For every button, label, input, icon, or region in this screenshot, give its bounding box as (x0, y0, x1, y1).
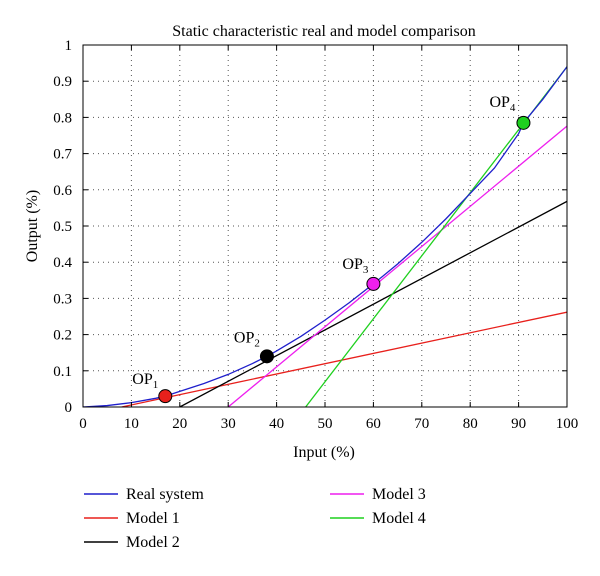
x-tick-label: 90 (511, 416, 526, 432)
y-tick-label: 0.5 (53, 219, 72, 235)
y-tick-label: 0.9 (53, 74, 72, 90)
y-tick-label: 0.7 (53, 147, 72, 163)
y-tick-label: 0.1 (53, 364, 72, 380)
series-line-model-3 (227, 125, 567, 407)
legend: Real system Model 1 Model 2 Model 3 Model 4 (84, 486, 426, 551)
legend-label-model-3: Model 3 (372, 486, 426, 503)
x-tick-label: 70 (414, 416, 429, 432)
legend-label-model-4: Model 4 (372, 510, 426, 527)
axis-ticks: 0 10 20 30 40 50 60 70 80 90 100 0 0.1 0.2 0.3 0.4 0.5 0.… (53, 38, 578, 432)
series-line-model-2 (179, 200, 567, 407)
x-tick-label: 80 (463, 416, 478, 432)
operating-point-marker (516, 115, 531, 130)
x-tick-label: 20 (172, 416, 187, 432)
x-tick-label: 0 (79, 416, 87, 432)
y-tick-label: 1 (65, 38, 73, 54)
y-tick-label: 0.2 (53, 328, 72, 344)
operating-points: OP1 OP2 OP3 OP4 (132, 94, 531, 404)
legend-label-model-2: Model 2 (126, 534, 180, 551)
x-axis-title: Input (%) (293, 444, 355, 461)
x-tick-label: 10 (124, 416, 139, 432)
y-tick-label: 0.8 (53, 110, 72, 126)
x-tick-label: 100 (556, 416, 579, 432)
y-tick-label: 0 (65, 400, 73, 416)
legend-label-real-system: Real system (126, 486, 204, 503)
legend-label-model-1: Model 1 (126, 510, 180, 527)
x-tick-label: 40 (269, 416, 284, 432)
y-tick-label: 0.4 (53, 255, 72, 271)
operating-point-label: OP2 (234, 329, 260, 349)
y-axis-title: Output (%) (24, 190, 41, 262)
y-tick-label: 0.3 (53, 291, 72, 307)
operating-point-label: OP1 (132, 371, 158, 391)
grid-lines (83, 45, 567, 407)
series-line-model-1 (121, 311, 567, 407)
operating-point-marker (158, 389, 173, 404)
operating-point-marker (259, 349, 274, 364)
operating-point-marker (366, 276, 381, 291)
operating-point-label: OP3 (342, 256, 368, 276)
x-tick-label: 50 (318, 416, 333, 432)
operating-point-label: OP4 (489, 94, 515, 114)
x-tick-label: 60 (366, 416, 381, 432)
y-tick-label: 0.6 (53, 183, 72, 199)
x-tick-label: 30 (221, 416, 236, 432)
chart-title: Static characteristic real and model com… (172, 23, 475, 40)
